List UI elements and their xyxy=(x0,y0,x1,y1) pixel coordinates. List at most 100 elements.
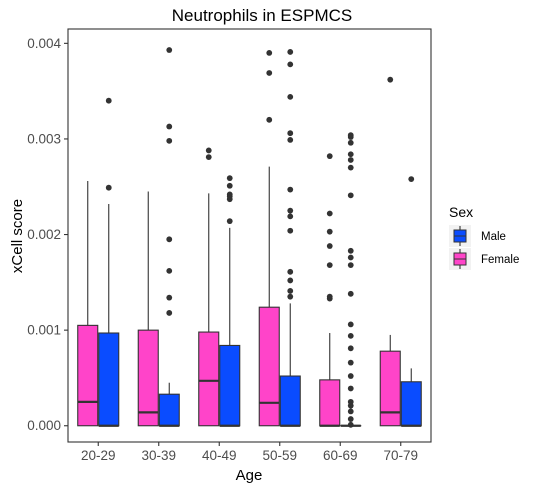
outlier-point xyxy=(347,139,354,146)
outlier-point xyxy=(347,132,354,139)
x-tick-label: 30-39 xyxy=(141,448,176,463)
box-female-20-29 xyxy=(77,181,99,427)
outlier-point xyxy=(105,184,112,191)
outlier-point xyxy=(166,137,173,144)
outlier-point xyxy=(347,398,354,405)
box-male-30-39 xyxy=(158,382,180,427)
legend-label: Female xyxy=(481,254,519,266)
outlier-point xyxy=(347,385,354,392)
outlier-point xyxy=(347,290,354,297)
box-iqr xyxy=(279,375,301,427)
outlier-point xyxy=(347,247,354,254)
legend-item-female: Female xyxy=(449,248,519,270)
outlier-point xyxy=(166,310,173,316)
outlier-point xyxy=(347,421,354,428)
outlier-point xyxy=(347,345,354,352)
outlier-point xyxy=(347,321,354,328)
outlier-point xyxy=(266,70,273,76)
outlier-point xyxy=(347,254,354,261)
box-male-20-29 xyxy=(98,203,120,427)
outlier-point xyxy=(166,294,173,301)
y-tick-label: 0.000 xyxy=(27,418,61,433)
outlier-point xyxy=(166,123,173,130)
legend: Sex Male Female xyxy=(449,204,519,270)
outlier-point xyxy=(347,151,354,158)
box-iqr xyxy=(77,324,99,427)
box-male-50-59 xyxy=(279,303,301,427)
box-iqr xyxy=(158,393,180,427)
box-iqr xyxy=(319,379,341,427)
outlier-point xyxy=(326,262,333,269)
box-iqr xyxy=(98,332,120,427)
outlier-point xyxy=(287,227,294,234)
plot-panel xyxy=(67,28,432,443)
outlier-point xyxy=(326,293,333,300)
outlier-point xyxy=(287,61,294,68)
outlier-point xyxy=(287,93,294,100)
outlier-point xyxy=(347,164,354,171)
outlier-point xyxy=(287,49,294,55)
outlier-point xyxy=(287,136,294,143)
x-axis-title: Age xyxy=(236,467,263,484)
x-tick-label: 60-69 xyxy=(323,448,358,463)
outlier-point xyxy=(166,236,173,243)
outlier-point xyxy=(266,116,273,123)
outlier-point xyxy=(287,288,294,294)
outlier-point xyxy=(266,50,273,56)
outlier-point xyxy=(226,182,233,189)
outlier-point xyxy=(347,262,354,269)
outlier-point xyxy=(326,228,333,235)
outlier-point xyxy=(166,267,173,274)
box-iqr xyxy=(198,331,220,427)
outlier-point xyxy=(347,408,354,415)
x-tick-label: 20-29 xyxy=(81,448,116,463)
box-male-70-79 xyxy=(400,368,422,427)
outlier-point xyxy=(287,130,294,137)
box-iqr xyxy=(379,350,401,427)
y-tick-label: 0.001 xyxy=(27,323,61,338)
legend-items: Male Female xyxy=(449,225,519,270)
box-female-30-39 xyxy=(137,191,159,427)
y-tick-label: 0.002 xyxy=(27,227,61,242)
outlier-point xyxy=(326,210,333,217)
outlier-point xyxy=(408,176,415,182)
box-male-40-49 xyxy=(219,227,241,427)
box-layer xyxy=(77,166,422,427)
y-tick-label: 0.003 xyxy=(27,131,61,146)
outlier-point xyxy=(326,153,333,160)
outlier-point xyxy=(205,154,212,161)
chart-title: Neutrophils in ESPMCS xyxy=(172,6,352,25)
box-female-40-49 xyxy=(198,193,220,427)
box-iqr xyxy=(137,329,159,427)
outlier-point xyxy=(347,332,354,339)
legend-item-male: Male xyxy=(449,225,506,247)
y-axis-title: xCell score xyxy=(9,199,26,273)
box-female-60-69 xyxy=(319,333,341,427)
box-female-50-59 xyxy=(258,166,280,427)
outlier-point xyxy=(347,157,354,163)
outlier-point xyxy=(287,213,294,220)
box-iqr xyxy=(258,306,280,427)
outlier-point xyxy=(326,243,333,249)
x-tick-label: 70-79 xyxy=(383,448,418,463)
legend-label: Male xyxy=(481,231,506,243)
y-axis: 0.000 0.001 0.002 0.003 0.004 xyxy=(27,36,68,433)
y-tick-label: 0.004 xyxy=(27,36,61,51)
outlier-point xyxy=(226,175,233,182)
outlier-point xyxy=(166,47,173,53)
outlier-point xyxy=(205,147,212,154)
outlier-point xyxy=(347,416,354,422)
outlier-layer xyxy=(105,47,415,428)
outlier-point xyxy=(226,191,233,198)
outlier-point xyxy=(287,186,294,193)
outlier-point xyxy=(347,192,354,199)
legend-title: Sex xyxy=(449,204,473,220)
box-female-70-79 xyxy=(379,334,401,427)
outlier-point xyxy=(226,218,233,225)
outlier-point xyxy=(287,207,294,214)
outlier-point xyxy=(387,76,394,83)
x-tick-label: 40-49 xyxy=(202,448,237,463)
outlier-point xyxy=(287,277,294,284)
outlier-point xyxy=(347,373,354,379)
box-iqr xyxy=(219,344,241,427)
